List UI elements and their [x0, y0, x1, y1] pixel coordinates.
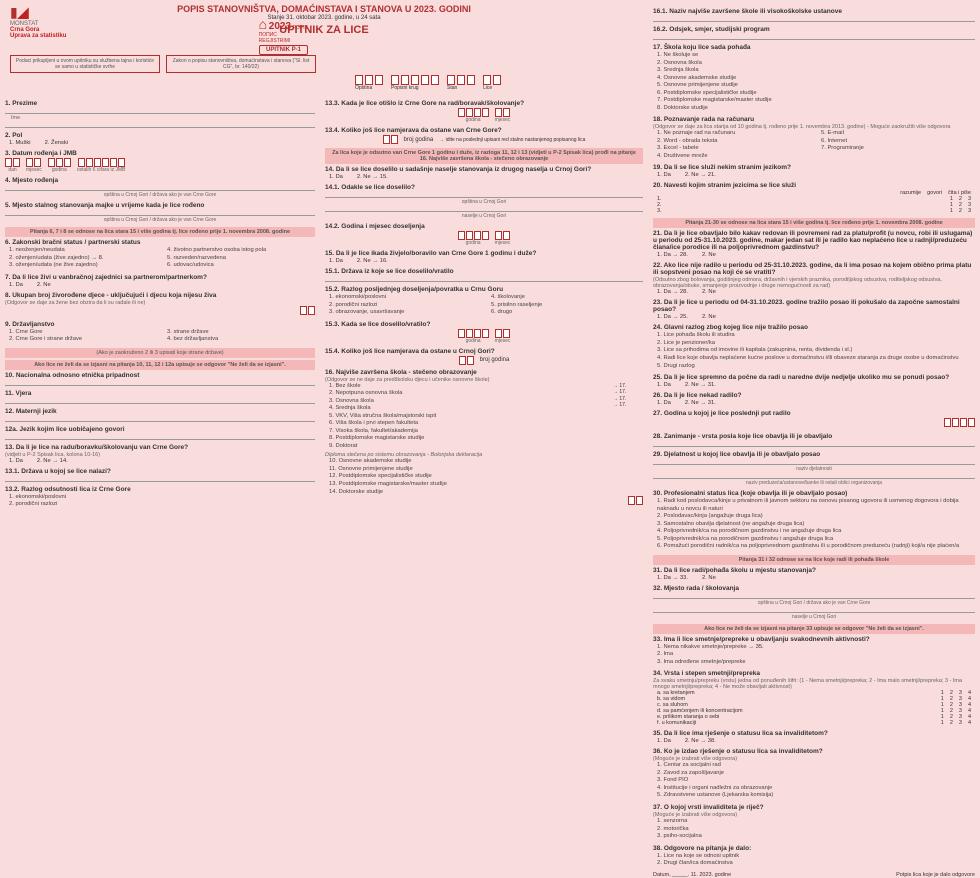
q2: 2. Pol	[5, 132, 315, 139]
q15: 15. Da li je lice ikada živjelo/boravilo…	[325, 250, 643, 257]
q35: 35. Da li lice ima rješenje o statusu li…	[653, 730, 975, 737]
column-3: 16.1. Naziv najviše završene škole ili v…	[648, 0, 980, 688]
q12a: 12a. Jezik kojim lice uobičajeno govori	[5, 426, 315, 433]
q134: 13.4. Koliko još lice namjerava da ostan…	[325, 127, 643, 134]
q20: 20. Navesti kojim stranim jezicima se li…	[653, 182, 975, 189]
q28: 28. Zanimanje - vrsta posla koje lice ob…	[653, 433, 975, 440]
q10: 10. Nacionalna odnosno etnička pripadnos…	[5, 372, 315, 379]
q30: 30. Profesionalni status lica (koje obav…	[653, 490, 975, 497]
header: ▮◢ MONSTAT Crna Gora Uprava za statistik…	[0, 0, 648, 40]
q153: 15.3. Kada se lice doselilo/vratilo?	[325, 321, 643, 328]
q142: 14.2. Godina i mjesec doseljenja	[325, 223, 643, 230]
q22: 22. Ako lice nije radilo u periodu od 25…	[653, 262, 975, 276]
note-box-1: Podaci prikupljeni u ovom upitniku su sl…	[10, 55, 160, 73]
q23: 23. Da li je lice u periodu od 04-31.10.…	[653, 299, 975, 313]
form-badge: UPITNIK P-1	[259, 45, 308, 55]
note-box-2: Zakon o popisu stanovništva, domaćinstav…	[166, 55, 316, 73]
q26: 26. Da li je lice nekad radilo?	[653, 392, 975, 399]
band-q21-30: Pitanja 21-30 se odnose na lica stara 15…	[653, 218, 975, 228]
q32: 32. Mjesto rada / školovanja	[653, 585, 975, 592]
header-title: POPIS STANOVNIŠTVA, DOMAĆINSTAVA I STANO…	[10, 4, 638, 14]
band-q6-8: Pitanja 6, 7 i 8 se odnose na lica stara…	[5, 227, 315, 237]
column-2: 13.3. Kada je lice otišlo iz Crne Gore n…	[320, 0, 648, 688]
q3: 3. Datum rođenja i JMB	[5, 150, 315, 157]
q133: 13.3. Kada je lice otišlo iz Crne Gore n…	[325, 100, 643, 107]
q14: 14. Da li se lice doselilo u sadašnje na…	[325, 166, 643, 173]
logo-right: ⌂ 2023 POPISПОПИСREGJISTRIMI	[259, 16, 308, 44]
band-q14: Za lica koje je odsutno van Crne Gore 1 …	[325, 148, 643, 164]
band-q31-32: Pitanja 31 i 32 odnose se na lice koje r…	[653, 555, 975, 565]
q25: 25. Da li je lice spremno da počne da ra…	[653, 374, 975, 381]
q154: 15.4. Koliko još lice namjerava da ostan…	[325, 348, 643, 355]
q17: 17. Škola koju lice sada pohađa	[653, 44, 975, 51]
header-main: UPITNIK ZA LICE	[10, 24, 638, 36]
q151: 15.1. Država iz koje se lice doselilo/vr…	[325, 268, 643, 275]
q38: 38. Odgovore na pitanja je dalo:	[653, 845, 975, 852]
q7: 7. Da li lice živi u vanbračnoj zajednic…	[5, 274, 315, 281]
q1: 1. Prezime	[5, 100, 315, 107]
q162: 16.2. Odsjek, smjer, studijski program	[653, 26, 975, 33]
q34: 34. Vrsta i stepen smetnji/prepreka	[653, 670, 975, 677]
logo-left: ▮◢ MONSTAT Crna Gora Uprava za statistik…	[10, 4, 66, 39]
q16: 16. Najviše završena škola - stečeno obr…	[325, 369, 643, 376]
q29: 29. Djelatnost u kojoj lice obavlja ili …	[653, 451, 975, 458]
q18: 18. Poznavanje rada na računaru	[653, 116, 975, 123]
q27: 27. Godina u kojoj je lice poslednji put…	[653, 410, 975, 417]
column-1: 1. Prezime Ime 2. Pol 1. Muški2. Ženski …	[0, 0, 320, 688]
q36: 36. Ko je izdao rješenje o statusu lica …	[653, 748, 975, 755]
q31: 31. Da li lice radi/pohađa školu u mjest…	[653, 567, 975, 574]
q8: 8. Ukupan broj živorođene djece - uključ…	[5, 292, 315, 299]
q141: 14.1. Odakle se lice doselilo?	[325, 184, 643, 191]
header-subtitle: Stanje 31. oktobar 2023. godine, u 24 sa…	[10, 15, 638, 21]
q6: 6. Zakonski bračni status / partnerski s…	[5, 239, 315, 246]
q13: 13. Da li je lice na radu/boravku/školov…	[5, 444, 315, 451]
band-q10-12: Ako lice ne želi da se izjasni na pitanj…	[5, 360, 315, 370]
q19: 19. Da li se lice služi nekim stranim je…	[653, 164, 975, 171]
q11: 11. Vjera	[5, 390, 315, 397]
q161: 16.1. Naziv najviše završene škole ili v…	[653, 8, 975, 15]
q9: 9. Državljanstvo	[5, 321, 315, 328]
q5: 5. Mjesto stalnog stanovanja majke u vri…	[5, 202, 315, 209]
q131: 13.1. Država u kojoj se lice nalazi?	[5, 468, 315, 475]
band-q33: Ako lice ne želi da se izjasni na pitanj…	[653, 624, 975, 634]
band-q9-note: (Ako je zaokruženo 2 ili 3 upisati koje …	[5, 348, 315, 358]
q152: 15.2. Razlog posljednjeg doseljenja/povr…	[325, 286, 643, 293]
q21: 21. Da li je lice obavljalo bilo kakav r…	[653, 230, 975, 251]
q4: 4. Mjesto rođenja	[5, 177, 315, 184]
q37: 37. O kojoj vrsti invaliditeta je riječ?	[653, 804, 975, 811]
q24: 24. Glavni razlog zbog kojeg lice nije t…	[653, 324, 975, 331]
q12: 12. Maternji jezik	[5, 408, 315, 415]
coding-boxes: Opština Popisni krug Stan Lice	[355, 75, 501, 91]
q132: 13.2. Razlog odsutnosti lica iz Crne Gor…	[5, 486, 315, 493]
footer: Datum, _____. 11. 2023. godinePotpis lic…	[653, 872, 975, 878]
q33: 33. Ima li lice smetnje/prepreke u obavl…	[653, 636, 975, 643]
